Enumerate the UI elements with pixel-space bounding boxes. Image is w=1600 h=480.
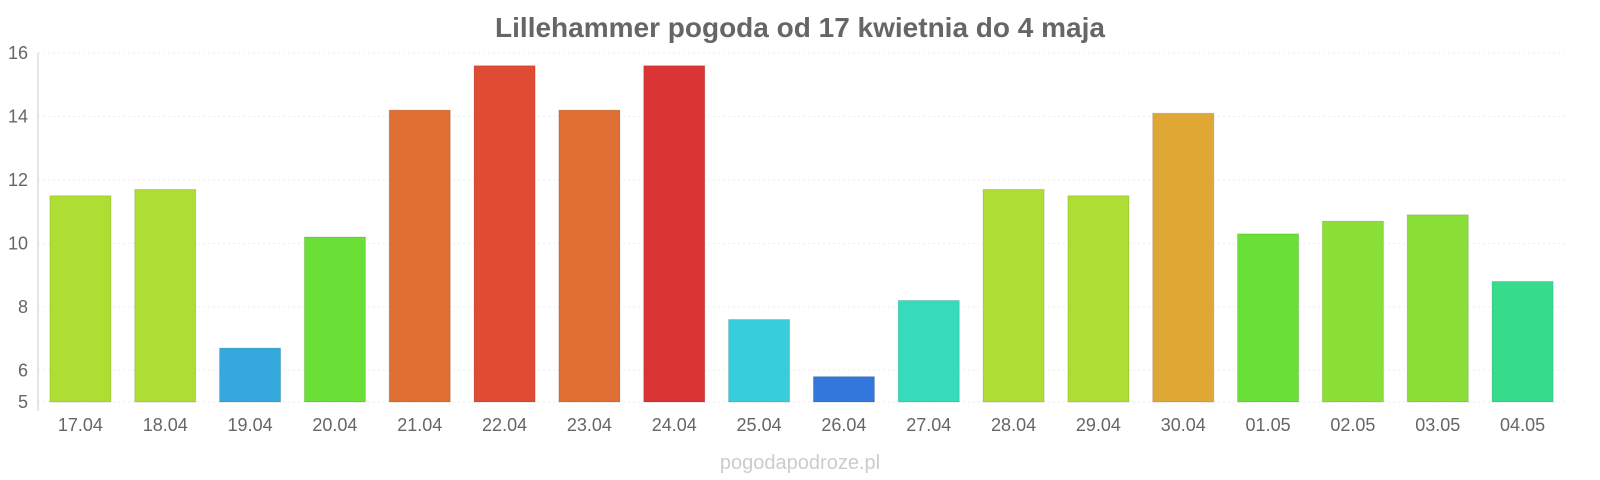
x-tick-label: 30.04: [1161, 415, 1206, 435]
x-tick-label: 27.04: [906, 415, 951, 435]
x-tick-label: 24.04: [652, 415, 697, 435]
x-tick-label: 28.04: [991, 415, 1036, 435]
bar-02.05[interactable]: [1321, 220, 1384, 403]
x-tick-label: 23.04: [567, 415, 612, 435]
x-axis-ticks: 17.04 18.04 19.04 20.04 21.04 22.04 23.04 24.04…: [58, 415, 1545, 435]
bar-17.04[interactable]: [49, 195, 112, 403]
bar-03.05[interactable]: [1406, 214, 1469, 403]
bars: [49, 65, 1554, 403]
x-tick-label: 29.04: [1076, 415, 1121, 435]
watermark: pogodapodroze.pl: [720, 452, 880, 474]
bar-20.04[interactable]: [303, 236, 366, 403]
x-tick-label: 21.04: [397, 415, 442, 435]
y-tick-label: 6: [18, 360, 28, 380]
x-tick-label: 01.05: [1246, 415, 1291, 435]
y-tick-label: 10: [8, 233, 28, 253]
bar-01.05[interactable]: [1237, 233, 1300, 403]
bar-27.04[interactable]: [897, 299, 960, 403]
x-tick-label: 04.05: [1500, 415, 1545, 435]
y-tick-label: 5: [18, 392, 28, 412]
bar-28.04[interactable]: [982, 188, 1045, 403]
y-axis-ticks: 5 6 8 10 12 14 16: [8, 43, 28, 412]
y-tick-label: 16: [8, 43, 28, 63]
x-tick-label: 20.04: [312, 415, 357, 435]
bar-18.04[interactable]: [134, 188, 197, 403]
bar-04.05[interactable]: [1491, 280, 1554, 403]
y-tick-label: 8: [18, 297, 28, 317]
x-tick-label: 02.05: [1330, 415, 1375, 435]
bar-21.04[interactable]: [388, 109, 451, 403]
bar-24.04[interactable]: [643, 65, 706, 403]
x-tick-label: 26.04: [821, 415, 866, 435]
y-tick-label: 12: [8, 170, 28, 190]
bar-19.04[interactable]: [219, 347, 282, 403]
x-tick-label: 03.05: [1415, 415, 1460, 435]
x-tick-label: 25.04: [737, 415, 782, 435]
bar-30.04[interactable]: [1152, 112, 1215, 403]
y-tick-label: 14: [8, 106, 28, 126]
chart-title: Lillehammer pogoda od 17 kwietnia do 4 m…: [495, 12, 1105, 43]
bar-26.04[interactable]: [812, 376, 875, 403]
bar-22.04[interactable]: [473, 65, 536, 403]
bar-23.04[interactable]: [558, 109, 621, 403]
x-tick-label: 17.04: [58, 415, 103, 435]
bar-25.04[interactable]: [728, 319, 791, 403]
x-tick-label: 18.04: [143, 415, 188, 435]
bar-29.04[interactable]: [1067, 195, 1130, 403]
x-tick-label: 22.04: [482, 415, 527, 435]
x-tick-label: 19.04: [228, 415, 273, 435]
